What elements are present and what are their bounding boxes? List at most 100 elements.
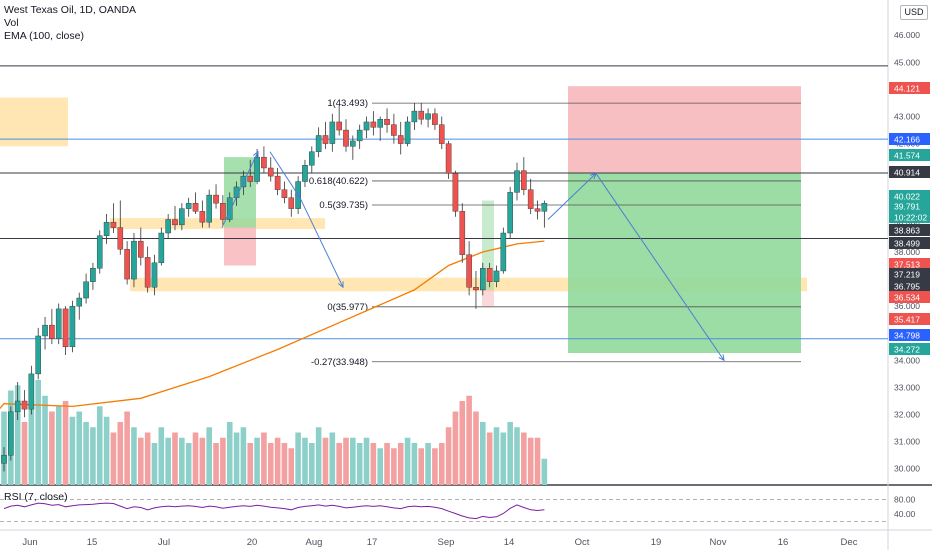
rsi-pane: [0, 498, 888, 522]
volume-bars: [1, 380, 548, 485]
candle-body: [90, 268, 96, 282]
volume-bar: [274, 437, 281, 485]
volume-bar: [418, 448, 425, 485]
candle-body: [541, 203, 548, 212]
volume-bar: [62, 401, 69, 485]
candle-body: [418, 110, 425, 120]
symbol-title[interactable]: West Texas Oil, 1D, OANDA: [4, 4, 137, 16]
candle-body: [103, 221, 110, 236]
candle-body: [8, 411, 14, 456]
time-tick-label: Jul: [158, 537, 170, 548]
candle-body: [391, 124, 397, 136]
candle-body: [500, 232, 507, 272]
rsi-label[interactable]: RSI (7, close): [4, 491, 68, 503]
candle-body: [343, 129, 349, 147]
volume-bar: [69, 416, 76, 485]
volume-bar: [432, 448, 438, 485]
trend-arrows[interactable]: [221, 150, 725, 362]
volume-bar: [233, 432, 240, 485]
candle-body: [55, 308, 62, 339]
price-label-box: [889, 224, 930, 236]
candle-body: [151, 262, 158, 288]
volume-bar: [302, 437, 308, 485]
candle-body: [131, 240, 137, 280]
volume-label[interactable]: Vol: [4, 17, 19, 29]
price-tick-label: 45.000: [894, 57, 920, 67]
volume-bar: [131, 427, 137, 485]
price-label-box: [889, 268, 930, 280]
volume-bar: [144, 432, 151, 485]
volume-bar: [21, 422, 28, 485]
time-tick-label: Sep: [438, 537, 455, 548]
volume-bar: [411, 443, 418, 485]
volume-bar: [425, 443, 431, 485]
candle-body: [158, 232, 165, 264]
volume-bar: [151, 443, 158, 485]
price-tick-label: 46.000: [894, 30, 920, 40]
ema-label[interactable]: EMA (100, close): [4, 30, 84, 42]
volume-bar: [192, 432, 199, 485]
price-axis[interactable]: 46.00045.00044.00043.00042.00041.00040.0…: [889, 30, 930, 519]
price-label-box: [889, 166, 930, 178]
price-label-text: 42.166: [894, 135, 920, 145]
price-label-text: 38.863: [894, 226, 920, 236]
price-label-box: [889, 313, 930, 325]
candle-body: [185, 203, 192, 209]
volume-bar: [185, 443, 192, 485]
fibonacci-extension[interactable]: 1(43.493) 0.618(40.622) 0.5(39.735) 0(35.97…: [309, 98, 801, 368]
price-tick-label: 36.000: [894, 301, 920, 311]
time-axis[interactable]: Jun 15 Jul 20 Aug 17 Sep 14 Oct 19 Nov 16 Dec: [22, 537, 857, 548]
volume-bar: [206, 427, 212, 485]
candle-body: [281, 189, 288, 198]
candle-body: [274, 175, 281, 190]
price-tick-label: 38.000: [894, 247, 920, 257]
price-label-text: 35.417: [894, 315, 920, 325]
volume-bar: [521, 432, 527, 485]
projection-arrow-down-head: [718, 354, 725, 362]
candle-body: [302, 165, 308, 182]
rsi-line: [3, 502, 545, 520]
candles: [1, 102, 548, 472]
volume-bar: [322, 437, 329, 485]
candle-body: [507, 192, 513, 234]
candle-body: [267, 167, 274, 177]
projection-arrow-up: [547, 173, 597, 220]
price-tick-label: 43.000: [894, 112, 920, 122]
price-label-box: [889, 149, 930, 161]
price-label-box: [889, 82, 930, 94]
volume-bar: [315, 427, 322, 485]
price-tick-label: 34.000: [894, 355, 920, 365]
candle-body: [69, 305, 76, 348]
candle-body: [192, 203, 199, 212]
price-label-text: 39.791: [894, 202, 920, 212]
volume-bar: [500, 432, 507, 485]
volume-bar: [397, 443, 404, 485]
volume-bar: [261, 432, 267, 485]
price-label-box: [889, 343, 930, 355]
volume-bar: [329, 432, 336, 485]
candle-body: [226, 197, 233, 220]
candle-body: [117, 227, 124, 250]
currency-selector[interactable]: USD: [900, 5, 928, 20]
candle-body: [411, 110, 418, 123]
candle-body: [21, 400, 28, 410]
candle-body: [261, 156, 267, 169]
small-stop-zone: [224, 227, 256, 266]
candle-body: [28, 373, 35, 410]
candle-body: [42, 324, 48, 337]
volume-bar: [473, 411, 479, 485]
support-zone-left: [0, 97, 68, 147]
volume-bar: [90, 427, 96, 485]
volume-bar: [350, 437, 356, 485]
volume-bar: [459, 401, 466, 485]
price-tick-label: 31.000: [894, 437, 920, 447]
candle-body: [404, 121, 411, 144]
volume-bar: [356, 443, 363, 485]
time-tick-label: 20: [247, 537, 258, 548]
ema-line: [0, 240, 545, 410]
volume-bar: [35, 380, 41, 485]
price-label-box: [889, 200, 930, 212]
candle-body: [14, 400, 21, 413]
time-tick-label: 16: [778, 537, 789, 548]
